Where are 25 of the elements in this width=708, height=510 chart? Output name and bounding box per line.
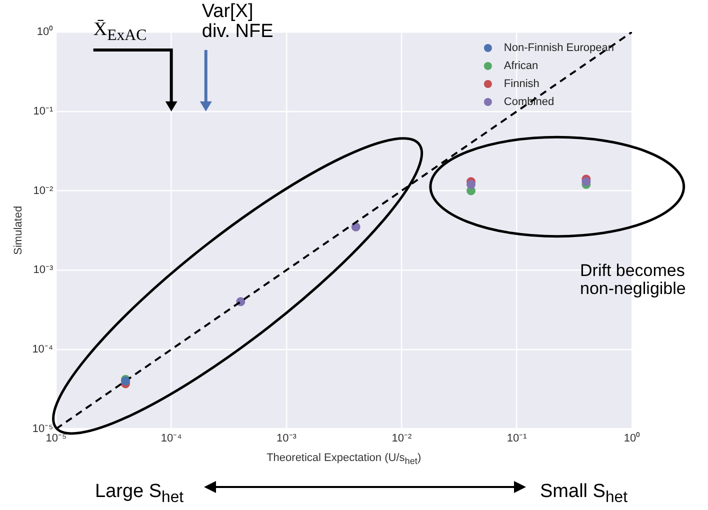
- x-axis-title: Theoretical Expectation (U/s$_{het}$): [266, 452, 422, 467]
- y-tick-label: 10⁻¹: [33, 105, 54, 118]
- x-tick-label: 10⁻¹: [506, 432, 528, 444]
- annotation: X̄$_{ExAC}$: [93, 19, 147, 44]
- x-tick-label: 10⁻⁴: [160, 432, 182, 444]
- legend-label: Non-Finnish European: [504, 42, 614, 54]
- text: Small S$_{het}$: [540, 481, 628, 506]
- y-tick-label: 10⁻⁵: [32, 422, 54, 435]
- y-tick-label: 10⁻²: [33, 184, 54, 197]
- annotation: Var[X] div. NFE: [202, 1, 274, 42]
- y-tick-label: 10⁰: [36, 25, 54, 38]
- point: [582, 177, 591, 186]
- x-tick-label: 10⁻⁵: [46, 432, 67, 444]
- text: Large S$_{het}$: [95, 481, 184, 506]
- x-tick-label: 10⁻²: [392, 432, 412, 444]
- x-tick-label: 10⁰: [624, 431, 640, 444]
- legend-label: Finnish: [504, 78, 540, 90]
- legend-label: Combined: [504, 96, 554, 108]
- point: [466, 180, 476, 189]
- legend-label: African: [504, 60, 538, 72]
- annotation: Drift becomes non-negligible: [580, 261, 687, 298]
- y-tick-label: 10⁻³: [33, 264, 54, 276]
- y-axis-title: Simulated: [12, 206, 25, 255]
- y-tick-label: 10⁻⁴: [32, 343, 54, 356]
- x-tick-label: 10⁻³: [276, 432, 297, 444]
